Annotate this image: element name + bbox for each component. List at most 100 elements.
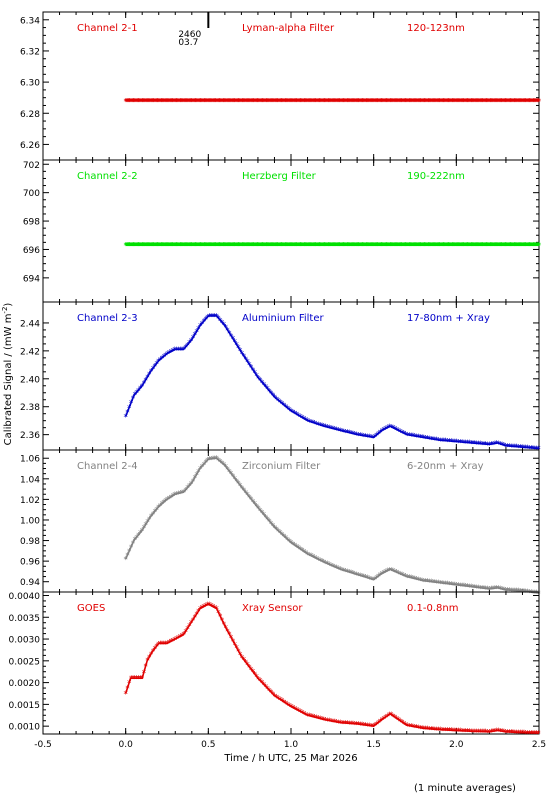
data-point: * xyxy=(151,365,155,375)
annotation: 03.7 xyxy=(178,38,198,48)
data-point: * xyxy=(411,242,415,252)
data-point: * xyxy=(391,567,395,577)
data-point: * xyxy=(527,729,531,739)
data-point: * xyxy=(309,97,313,107)
data-point: * xyxy=(257,97,261,107)
panel-label: Channel 2-2 xyxy=(77,171,138,182)
data-point: * xyxy=(253,97,257,107)
data-point: * xyxy=(360,432,364,442)
data-point: * xyxy=(419,242,423,252)
data-point: * xyxy=(336,426,340,436)
data-point: * xyxy=(447,97,451,107)
data-point: * xyxy=(366,242,370,252)
data-point: * xyxy=(245,358,249,368)
data-point: * xyxy=(392,242,396,252)
data-point: * xyxy=(331,425,335,435)
data-point: * xyxy=(291,540,295,550)
data-point: * xyxy=(219,242,223,252)
data-point: * xyxy=(449,242,453,252)
data-point: * xyxy=(495,242,499,252)
data-point: * xyxy=(502,442,506,452)
data-point: * xyxy=(469,583,473,593)
data-point: * xyxy=(126,97,130,107)
data-point: * xyxy=(429,725,433,735)
data-point: * xyxy=(171,97,175,107)
data-point: * xyxy=(435,579,439,589)
data-point: * xyxy=(171,492,175,502)
data-point: * xyxy=(167,242,171,252)
data-point: * xyxy=(426,242,430,252)
data-point: * xyxy=(164,351,168,361)
data-point: * xyxy=(434,242,438,252)
data-point: * xyxy=(304,711,308,721)
data-point: * xyxy=(435,436,439,446)
data-point: * xyxy=(384,242,388,252)
panel-label: Xray Sensor xyxy=(242,603,303,614)
data-point: * xyxy=(245,242,249,252)
data-point: * xyxy=(427,242,431,252)
data-point: * xyxy=(313,714,317,724)
data-point: * xyxy=(229,634,233,644)
data-point: * xyxy=(320,97,324,107)
data-point: * xyxy=(229,332,233,342)
data-point: * xyxy=(205,97,209,107)
data-point: * xyxy=(332,97,336,107)
data-point: * xyxy=(491,728,495,738)
data-point: * xyxy=(469,97,473,107)
data-point: * xyxy=(455,727,459,737)
data-point: * xyxy=(516,443,520,453)
data-point: * xyxy=(287,538,291,548)
data-point: * xyxy=(233,97,237,107)
data-point: * xyxy=(257,242,261,252)
data-point: * xyxy=(145,97,149,107)
data-point: * xyxy=(535,242,539,252)
data-point: * xyxy=(325,424,329,434)
data-point: * xyxy=(131,395,135,405)
data-point: * xyxy=(429,97,433,107)
data-point: * xyxy=(496,242,500,252)
data-point: * xyxy=(470,242,474,252)
data-point: * xyxy=(378,242,382,252)
data-point: * xyxy=(251,366,255,376)
data-point: * xyxy=(168,97,172,107)
data-point: * xyxy=(154,97,158,107)
series: ****************************************… xyxy=(124,601,541,739)
data-point: * xyxy=(255,242,259,252)
data-point: * xyxy=(286,97,290,107)
data-point: * xyxy=(481,97,485,107)
data-point: * xyxy=(210,97,214,107)
data-point: * xyxy=(127,679,131,689)
data-point: * xyxy=(284,242,288,252)
data-point: * xyxy=(391,97,395,107)
data-point: * xyxy=(433,579,437,589)
data-point: * xyxy=(291,97,295,107)
data-point: * xyxy=(274,526,278,536)
panel-label: Channel 2-4 xyxy=(77,461,138,472)
data-point: * xyxy=(496,242,500,252)
data-point: * xyxy=(362,97,366,107)
data-point: * xyxy=(186,242,190,252)
data-point: * xyxy=(425,725,429,735)
data-point: * xyxy=(471,728,475,738)
data-point: * xyxy=(253,369,257,379)
data-point: * xyxy=(365,433,369,443)
data-point: * xyxy=(305,242,309,252)
data-point: * xyxy=(365,97,369,107)
data-point: * xyxy=(225,465,229,475)
data-point: * xyxy=(479,97,483,107)
data-point: * xyxy=(364,722,368,732)
data-point: * xyxy=(524,97,528,107)
data-point: * xyxy=(267,242,271,252)
data-point: * xyxy=(149,97,153,107)
data-point: * xyxy=(140,675,144,685)
data-point: * xyxy=(485,585,489,595)
data-point: * xyxy=(315,242,319,252)
data-point: * xyxy=(325,242,329,252)
data-point: * xyxy=(522,729,526,739)
data-point: * xyxy=(207,242,211,252)
data-point: * xyxy=(487,441,491,451)
y-tick-label: 6.30 xyxy=(20,79,40,89)
data-point: * xyxy=(391,424,395,434)
data-point: * xyxy=(405,97,409,107)
